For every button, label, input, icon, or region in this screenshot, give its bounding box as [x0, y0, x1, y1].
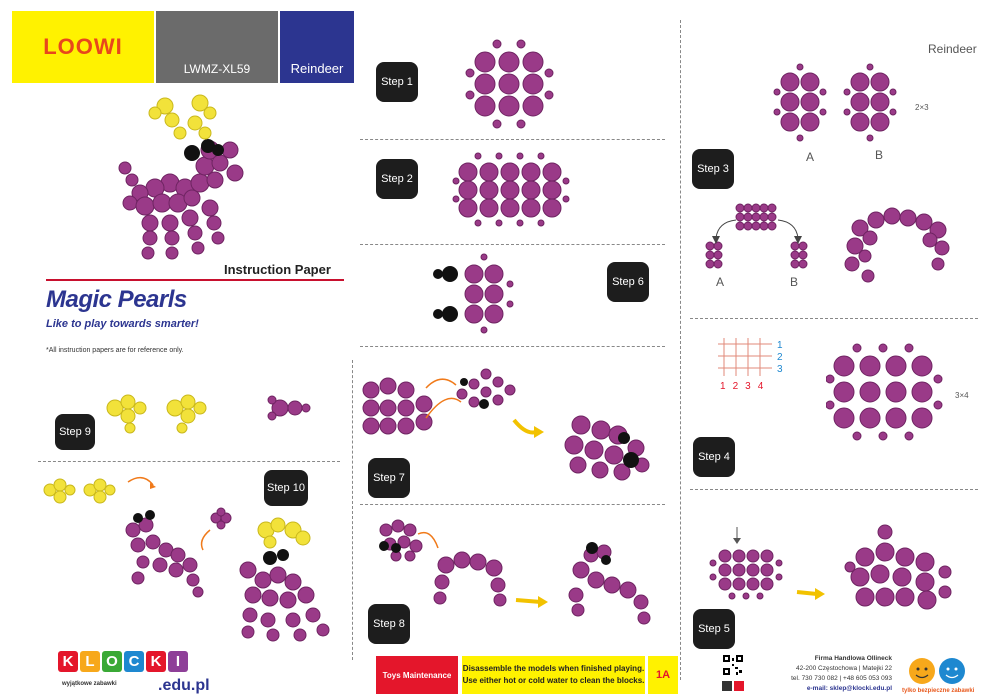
step-10-image — [43, 476, 330, 642]
step-5-image — [709, 524, 952, 610]
step-7-badge: Step 7 — [368, 458, 410, 498]
step-2-badge: Step 2 — [376, 159, 418, 199]
brand-tagline: Like to play towards smarter! — [46, 318, 199, 330]
step-4-column-numbers: 1 2 3 4 — [720, 381, 763, 392]
product-name-tile: Reindeer — [280, 11, 354, 83]
step-9-badge: Step 9 — [55, 414, 95, 450]
step-3-badge: Step 3 — [692, 149, 734, 189]
klocki-letter: K — [58, 651, 78, 672]
row-number: 1 — [777, 340, 783, 351]
safe-toys-caption: tylko bezpieczne zabawki — [902, 688, 975, 694]
step-2-image — [452, 152, 570, 227]
divider — [680, 20, 681, 680]
instagram-icon — [734, 681, 744, 691]
step-6-image — [433, 253, 514, 334]
step-5-badge: Step 5 — [693, 609, 735, 649]
company-name: Firma Handlowa Ollineck — [814, 655, 892, 662]
column-number: 3 — [745, 381, 751, 392]
step-9-label: Step 9 — [59, 426, 91, 438]
step-4-grid-diagram — [718, 338, 772, 376]
klocki-letter: I — [168, 651, 188, 672]
title-underline — [46, 279, 344, 281]
divider — [352, 360, 353, 660]
step-1-label: Step 1 — [381, 76, 413, 88]
product-name: Reindeer — [290, 61, 344, 76]
step-8-badge: Step 8 — [368, 604, 410, 644]
maintenance-line: Disassemble the models when finished pla… — [462, 664, 645, 673]
row-number: 3 — [777, 364, 783, 375]
divider — [360, 244, 665, 245]
brand-logo-tile: LOOWI — [12, 11, 154, 83]
divider — [360, 346, 665, 347]
company-email: e-mail: sklep@klocki.edu.pl — [806, 685, 892, 692]
step-1-badge: Step 1 — [376, 62, 418, 102]
klocki-letter: C — [124, 651, 144, 672]
brand-title: Magic Pearls — [46, 286, 187, 313]
divider — [38, 461, 340, 462]
column-number: 2 — [732, 381, 739, 392]
divider — [360, 139, 665, 140]
reindeer-hero-image — [118, 94, 244, 260]
divider — [690, 318, 978, 319]
step-4-badge: Step 4 — [693, 437, 735, 477]
column-number: 4 — [757, 381, 764, 392]
instruction-paper-title: Instruction Paper — [224, 262, 331, 277]
company-phone: tel. 730 730 082 | +48 605 053 093 — [791, 675, 892, 682]
maintenance-title-box: Toys Maintenance — [376, 656, 458, 694]
column-number: 1 — [720, 381, 726, 392]
facebook-icon — [722, 681, 732, 691]
maintenance-title: Toys Maintenance — [382, 670, 452, 680]
step-3-pieces-image — [773, 63, 897, 142]
klocki-letter: O — [102, 651, 122, 672]
qr-code-icon — [722, 654, 744, 676]
model-number: LWMZ-XL59 — [183, 62, 251, 76]
step-3-label-a2: A — [716, 275, 725, 289]
maintenance-text-box: Disassemble the models when finished pla… — [462, 656, 645, 694]
step-7-image — [362, 368, 650, 481]
page-code: 1A — [648, 656, 678, 694]
step-6-label: Step 6 — [612, 276, 644, 288]
step-4-label: Step 4 — [698, 451, 730, 463]
step-9-image — [106, 394, 311, 434]
klocki-letter: L — [80, 651, 100, 672]
klocki-subtitle: wyjątkowe zabawki — [62, 681, 117, 687]
step-2-label: Step 2 — [381, 173, 413, 185]
step-4-dimensions: 3×4 — [955, 391, 969, 400]
step-3-assembly-image — [705, 203, 950, 283]
klocki-letter: K — [146, 651, 166, 672]
step-3-label-b: B — [875, 148, 884, 162]
reference-note: *All instruction papers are for referenc… — [46, 347, 184, 354]
social-icons — [722, 681, 744, 693]
step-10-badge: Step 10 — [264, 470, 308, 506]
step-7-label: Step 7 — [373, 472, 405, 484]
safe-toys-logo — [909, 658, 965, 684]
step-3-label: Step 3 — [697, 163, 729, 175]
row-number: 2 — [777, 352, 783, 363]
company-address: 42-200 Częstochowa | Matejki 22 — [796, 665, 892, 672]
brand-logo: LOOWI — [43, 34, 123, 59]
step-4-image — [826, 343, 943, 441]
step-8-label: Step 8 — [373, 618, 405, 630]
divider — [360, 504, 665, 505]
top-right-product-label: Reindeer — [928, 42, 977, 56]
step-4-row-numbers: 1 2 3 — [777, 340, 783, 376]
step-5-label: Step 5 — [698, 623, 730, 635]
step-3-label-b2: B — [790, 275, 799, 289]
step-3-label-a: A — [806, 150, 815, 164]
step-10-label: Step 10 — [267, 482, 305, 494]
step-8-image — [379, 519, 651, 625]
step-6-badge: Step 6 — [607, 262, 649, 302]
step-1-image — [465, 39, 554, 129]
maintenance-line: Use either hot or cold water to clean th… — [462, 676, 645, 685]
klocki-logo: K L O C K I — [58, 651, 188, 672]
model-number-tile: LWMZ-XL59 — [156, 11, 278, 83]
company-info: Firma Handlowa Ollineck 42-200 Częstocho… — [740, 654, 892, 694]
klocki-domain: .edu.pl — [158, 677, 210, 694]
step-3-dimensions: 2×3 — [915, 103, 929, 112]
divider — [690, 489, 978, 490]
